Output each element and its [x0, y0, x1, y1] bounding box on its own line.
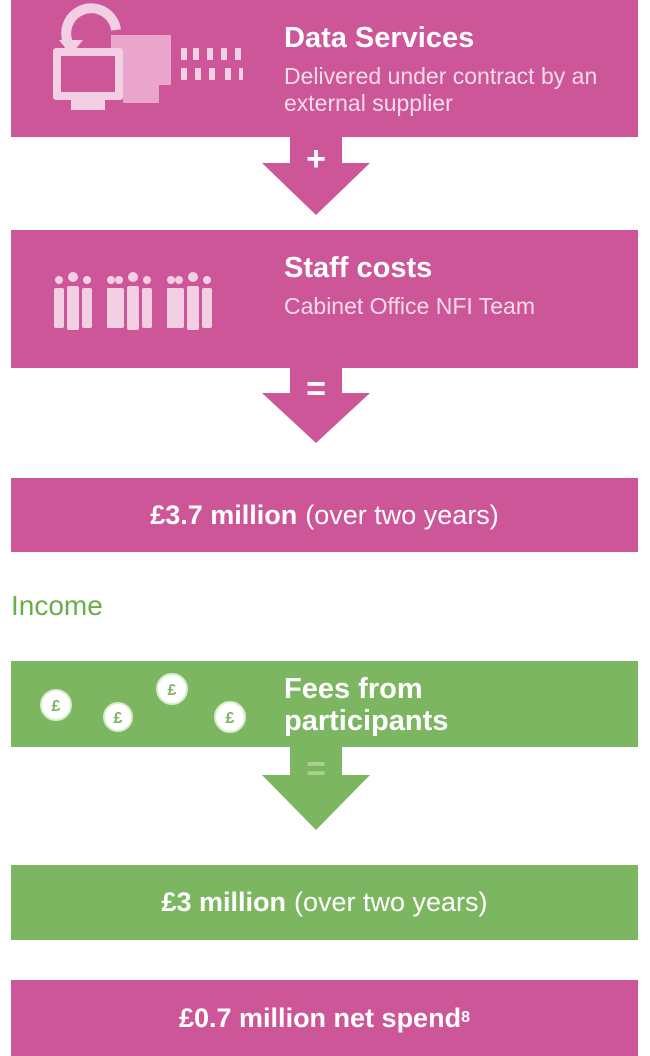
total-note: (over two years)	[305, 499, 499, 530]
fees-box: £ £ £ £ Fees from participants	[11, 661, 638, 747]
coins-icon: £ £ £ £	[40, 673, 246, 733]
income-heading: Income	[11, 590, 103, 621]
total-amount: £3.7 million	[150, 499, 298, 530]
staff-costs-box: Staff costs Cabinet Office NFI Team	[11, 230, 638, 368]
block-subtitle: Delivered under contract by an external …	[284, 63, 598, 116]
net-box: £0.7 million net spend 8	[11, 980, 638, 1056]
total-amount: £3 million	[161, 887, 286, 917]
svg-text:£: £	[168, 682, 177, 699]
cost-total-box: £3.7 million (over two years)	[11, 478, 638, 552]
svg-text:£: £	[52, 698, 61, 715]
data-services-box: Data Services Delivered under contract b…	[11, 0, 638, 137]
svg-text:£: £	[226, 710, 235, 727]
block-subtitle: Cabinet Office NFI Team	[284, 293, 535, 319]
total-note: (over two years)	[293, 887, 488, 917]
operator: =	[306, 370, 326, 408]
svg-text:£: £	[114, 710, 123, 727]
operator: =	[306, 750, 326, 788]
block-title: Staff costs	[284, 252, 433, 284]
people-icon	[54, 272, 212, 330]
block-title: Fees from participants	[284, 673, 449, 737]
net-text: £0.7 million net spend	[179, 1002, 462, 1033]
income-total-box: £3 million (over two years)	[11, 865, 638, 940]
footnote: 8	[461, 1009, 470, 1026]
computer-icon	[53, 3, 243, 110]
operator: +	[306, 140, 326, 178]
block-title: Data Services	[284, 22, 475, 54]
